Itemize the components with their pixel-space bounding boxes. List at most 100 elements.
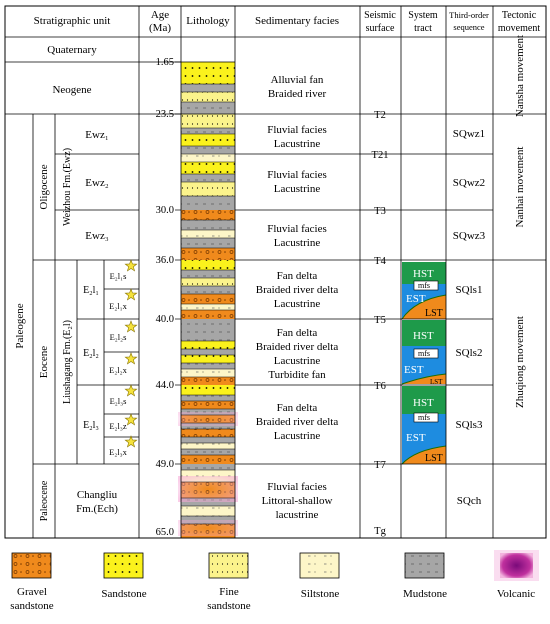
- unit-e2l3x: E₂l₃x: [109, 447, 127, 457]
- unit-ewz3: Ewz₃: [85, 230, 109, 242]
- hst-block-3: [402, 386, 446, 414]
- hst-label-1: HST: [413, 268, 434, 280]
- est-label-1: EST: [406, 293, 426, 305]
- facies-4-line-1: Fluvial facies: [267, 223, 327, 235]
- seismic-t2: T2: [374, 110, 386, 121]
- header-tectonic-1: Tectonic: [502, 10, 537, 21]
- header-tectonic-2: movement: [498, 23, 540, 34]
- facies-5-line-3: Lacustrine: [274, 298, 321, 310]
- table-grid: [4, 5, 547, 539]
- legend-siltstone: Siltstone: [301, 588, 340, 600]
- age-label-1: 23.5: [156, 109, 174, 120]
- star-icon: [124, 320, 138, 333]
- facies-6-line-3: Lacustrine: [274, 355, 321, 367]
- unit-e2l3s: E₂l₃s: [110, 396, 127, 406]
- facies-6-line-2: Braided river delta: [256, 341, 339, 353]
- unit-eocene: Eocene: [38, 346, 50, 378]
- unit-e2l1x: E₂l₁x: [109, 301, 127, 311]
- header-age-2: (Ma): [149, 22, 171, 34]
- system-tract-column: HST EST HST EST HST EST LST LST LST mfs …: [401, 262, 447, 465]
- star-icon: [124, 352, 138, 365]
- header-system-1: System: [408, 10, 438, 21]
- seismic-t7: T7: [374, 460, 386, 471]
- seismic-tg: Tg: [374, 526, 386, 537]
- header-third-2: sequence: [453, 22, 484, 32]
- facies-8-line-1: Fluvial facies: [267, 481, 327, 493]
- unit-e2l1s: E₂l₁s: [110, 271, 127, 281]
- lst-block-3: [402, 446, 446, 464]
- unit-ewz2: Ewz₂: [85, 177, 109, 189]
- source-rock-stars: [124, 259, 138, 448]
- tectonic-nanhai: Nanhai movement: [514, 147, 526, 228]
- lst-label-2: LST: [430, 378, 443, 386]
- age-label-7: 65.0: [156, 527, 174, 538]
- unit-e2l3: E₂l₃: [83, 420, 99, 431]
- facies-3-line-2: Lacustrine: [274, 183, 321, 195]
- facies-7-line-2: Braided river delta: [256, 416, 339, 428]
- age-label-0: 1.65: [156, 57, 174, 68]
- facies-8-line-3: lacustrine: [276, 509, 319, 521]
- unit-changliu-2: Fm.(Ech): [76, 503, 118, 515]
- lst-block-1: [402, 295, 446, 319]
- header-age-1: Age: [151, 9, 169, 21]
- seismic-t5: T5: [374, 315, 386, 326]
- unit-quaternary: Quaternary: [47, 44, 97, 56]
- sequence-sqls1: SQls1: [456, 284, 483, 296]
- mfs-label-3: mfs: [418, 413, 430, 422]
- legend-mudstone: Mudstone: [403, 588, 447, 600]
- legend: [11, 550, 539, 581]
- seismic-t4: T4: [374, 256, 386, 267]
- facies-4-line-2: Lacustrine: [274, 237, 321, 249]
- facies-2-line-1: Fluvial facies: [267, 124, 327, 136]
- header-third-1: Third-order: [449, 10, 489, 20]
- facies-1-line-1: Alluvial fan: [271, 74, 324, 86]
- lithology-column: [178, 62, 238, 538]
- seismic-t6: T6: [374, 381, 386, 392]
- tectonic-zhuqiong: Zhuqiong movement: [514, 316, 526, 408]
- sequence-sqwz2: SQwz2: [453, 177, 485, 189]
- unit-e2l2x: E₂l₂x: [109, 365, 127, 375]
- facies-1-line-2: Braided river: [268, 88, 327, 100]
- sequence-sqls2: SQls2: [456, 347, 483, 359]
- mfs-label-2: mfs: [418, 349, 430, 358]
- hst-block-2: [402, 320, 446, 346]
- age-label-2: 30.0: [156, 205, 174, 216]
- sequence-sqwz3: SQwz3: [453, 230, 486, 242]
- header-sedimentary-facies: Sedimentary facies: [255, 15, 339, 27]
- legend-fine-1: Fine: [219, 586, 239, 598]
- hst-block-1: [402, 262, 446, 284]
- sequence-sqls3: SQls3: [456, 419, 483, 431]
- legend-gravel-1: Gravel: [17, 586, 47, 598]
- sequence-sqwz1: SQwz1: [453, 128, 485, 140]
- unit-changliu-1: Changliu: [77, 489, 118, 501]
- facies-6-line-4: Turbidite fan: [268, 369, 326, 381]
- header-seismic-1: Seismic: [364, 10, 396, 21]
- header-system-2: tract: [414, 23, 432, 34]
- facies-8-line-2: Littoral-shallow: [262, 495, 333, 507]
- facies-7-line-3: Lacustrine: [274, 430, 321, 442]
- header-stratigraphic-unit: Stratigraphic unit: [34, 15, 111, 27]
- facies-5-line-2: Braided river delta: [256, 284, 339, 296]
- age-label-5: 44.0: [156, 380, 174, 391]
- star-icon: [124, 413, 138, 426]
- legend-sandstone: Sandstone: [101, 588, 146, 600]
- facies-7-line-1: Fan delta: [277, 402, 318, 414]
- facies-6-line-1: Fan delta: [277, 327, 318, 339]
- unit-liushagang: Liushagang Fm.(E₂l): [62, 320, 73, 404]
- lst-label-3: LST: [425, 453, 443, 464]
- facies-5-line-1: Fan delta: [277, 270, 318, 282]
- unit-weizhou: Weizhou Fm.(Ewz): [62, 148, 73, 226]
- lst-block-2: [402, 374, 446, 384]
- star-icon: [124, 288, 138, 301]
- sequence-sqch: SQch: [457, 495, 482, 507]
- unit-paleogene: Paleogene: [14, 303, 26, 348]
- legend-volcanic: Volcanic: [497, 588, 535, 600]
- star-icon: [124, 259, 138, 272]
- header-seismic-2: surface: [366, 23, 395, 34]
- tectonic-nansha: Nansha movement: [514, 35, 526, 117]
- legend-fine-2: sandstone: [207, 600, 251, 612]
- seismic-t21: T21: [372, 150, 389, 161]
- age-label-4: 40.0: [156, 314, 174, 325]
